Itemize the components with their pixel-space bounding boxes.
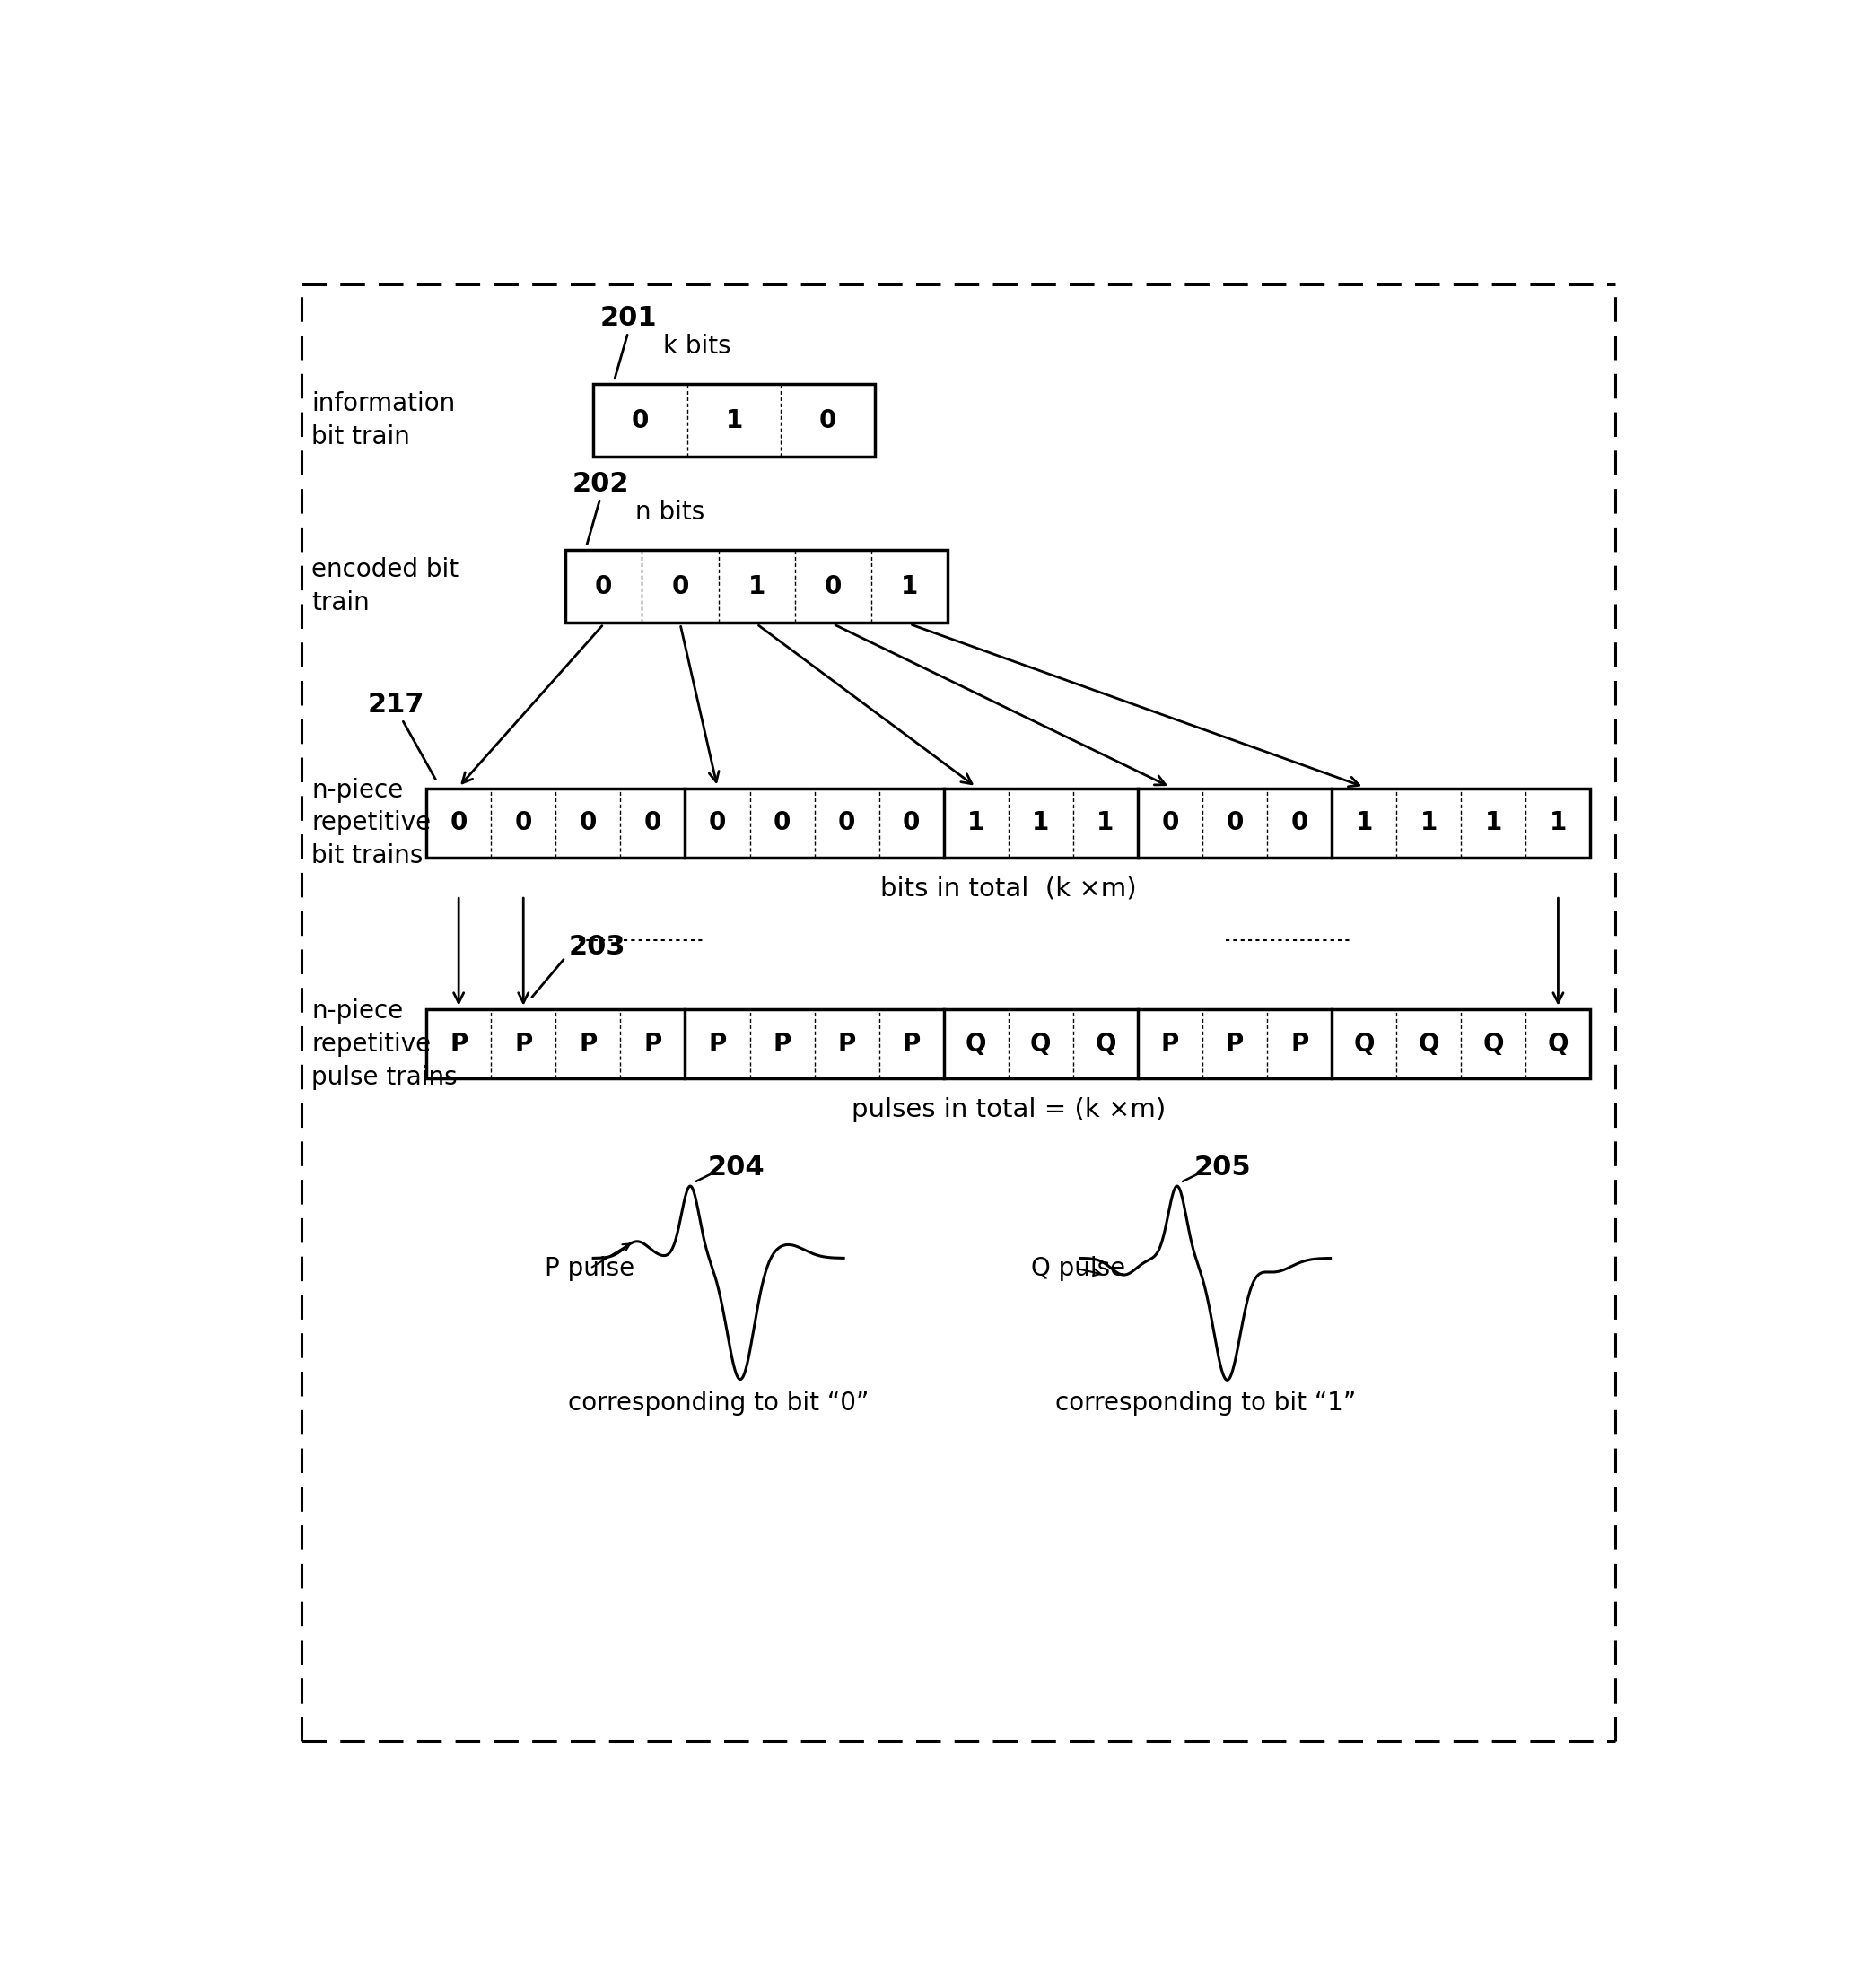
Text: 0: 0 [1292,811,1308,835]
Text: 0: 0 [450,811,467,835]
Text: P: P [1225,1032,1243,1056]
Text: 0: 0 [773,811,791,835]
Text: 0: 0 [838,811,856,835]
Text: corresponding to bit “1”: corresponding to bit “1” [1054,1390,1356,1415]
Text: 0: 0 [1227,811,1243,835]
Text: 1: 1 [725,408,743,433]
Text: Q: Q [1418,1032,1440,1056]
Text: Q: Q [1482,1032,1505,1056]
Text: 0: 0 [515,811,532,835]
Bar [593,384,875,457]
Text: 205: 205 [1195,1155,1251,1181]
Text: P: P [1290,1032,1308,1056]
Text: 0: 0 [902,811,921,835]
Text: encoded bit
train: encoded bit train [311,557,460,616]
Text: 217: 217 [367,692,424,718]
Text: P: P [515,1032,532,1056]
Text: Q pulse: Q pulse [1032,1256,1127,1280]
Text: Q: Q [1353,1032,1375,1056]
Text: 0: 0 [580,811,597,835]
Text: Q: Q [965,1032,986,1056]
Text: 204: 204 [708,1155,765,1181]
Text: P: P [643,1032,662,1056]
Text: P: P [902,1032,921,1056]
Text: P: P [1162,1032,1179,1056]
Text: 1: 1 [901,575,919,598]
Text: n-piece
repetitive
bit trains: n-piece repetitive bit trains [311,777,432,869]
Text: 0: 0 [645,811,662,835]
Text: P pulse: P pulse [545,1256,634,1280]
Text: 0: 0 [1162,811,1179,835]
Text: P: P [773,1032,791,1056]
Text: 1: 1 [1097,811,1114,835]
Text: 1: 1 [967,811,984,835]
Text: Q: Q [1547,1032,1569,1056]
Text: k bits: k bits [663,334,730,358]
Text: 1: 1 [1356,811,1373,835]
Text: P: P [708,1032,726,1056]
Text: 202: 202 [573,471,630,497]
Text: n bits: n bits [636,499,704,525]
Bar [426,1010,1590,1079]
Text: information
bit train: information bit train [311,392,456,449]
Text: corresponding to bit “0”: corresponding to bit “0” [569,1390,869,1415]
Text: 0: 0 [819,408,838,433]
Text: P: P [838,1032,856,1056]
Text: Q: Q [1030,1032,1051,1056]
Text: 0: 0 [825,575,841,598]
Text: 1: 1 [1549,811,1568,835]
Text: pulses in total = (k ×m): pulses in total = (k ×m) [851,1097,1166,1121]
Text: 1: 1 [749,575,765,598]
Text: 1: 1 [1419,811,1438,835]
Bar [565,551,949,622]
Text: P: P [578,1032,597,1056]
Text: 0: 0 [595,575,611,598]
Text: 201: 201 [600,304,658,330]
Text: 0: 0 [671,575,689,598]
Text: 1: 1 [1484,811,1503,835]
Text: 0: 0 [632,408,649,433]
Text: 0: 0 [708,811,726,835]
Text: Q: Q [1095,1032,1116,1056]
Text: P: P [450,1032,467,1056]
Bar [426,789,1590,857]
Text: bits in total  (k ×m): bits in total (k ×m) [880,877,1136,901]
Text: 203: 203 [569,934,626,960]
Text: 1: 1 [1032,811,1049,835]
Text: n-piece
repetitive
pulse trains: n-piece repetitive pulse trains [311,998,458,1089]
